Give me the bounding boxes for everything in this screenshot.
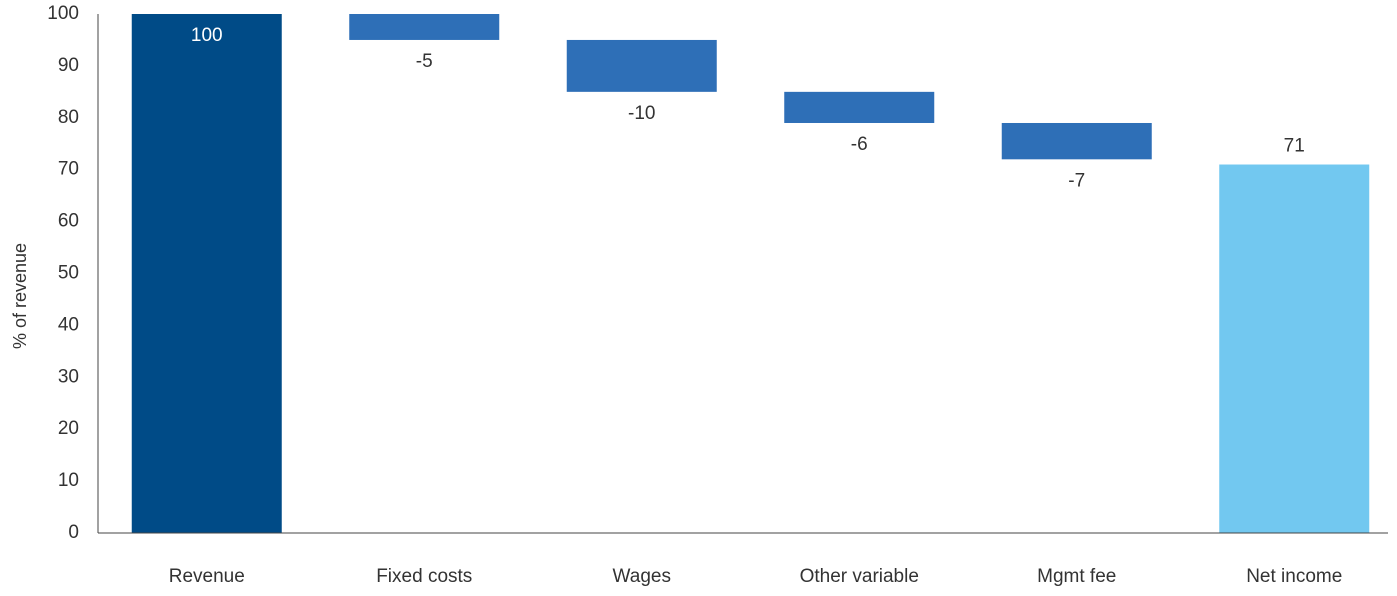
y-tick-labels: 0 10 20 30 40 50 60 70 80 90 100 [47,3,79,543]
bar-net-income [1219,164,1370,533]
data-labels: 100 -5 -10 -6 -7 71 [191,25,1305,191]
bars [131,14,1370,533]
data-label: 100 [191,25,223,46]
x-tick-label: Wages [613,566,671,587]
x-tick-labels: Revenue Fixed costs Wages Other variable Mgm… [169,566,1343,587]
bar-fixed-costs [349,14,500,40]
y-tick-label: 50 [58,263,79,284]
x-tick-label: Net income [1246,566,1342,587]
y-tick-label: 10 [58,470,79,491]
x-tick-label: Revenue [169,566,245,587]
bar-mgmt-fee [1001,122,1152,160]
data-label: -10 [628,103,655,124]
y-axis-title-group: % of revenue [10,243,30,349]
y-tick-label: 20 [58,418,79,439]
y-tick-label: 0 [68,522,79,543]
data-label: -7 [1068,170,1085,191]
bar-wages [566,39,717,92]
x-tick-label: Other variable [800,566,919,587]
y-tick-label: 70 [58,159,79,180]
y-tick-label: 60 [58,211,79,232]
data-label: -6 [851,134,868,155]
x-tick-label: Fixed costs [376,566,472,587]
y-tick-label: 40 [58,314,79,335]
data-label: 71 [1284,136,1305,157]
bar-other-variable [784,91,935,123]
y-tick-label: 100 [47,3,79,24]
data-label: -5 [416,51,433,72]
y-axis-title: % of revenue [10,243,30,349]
y-tick-label: 90 [58,55,79,76]
axes [97,14,1388,534]
x-tick-label: Mgmt fee [1037,566,1116,587]
y-tick-label: 80 [58,107,79,128]
y-tick-label: 30 [58,366,79,387]
bar-revenue [131,14,282,533]
